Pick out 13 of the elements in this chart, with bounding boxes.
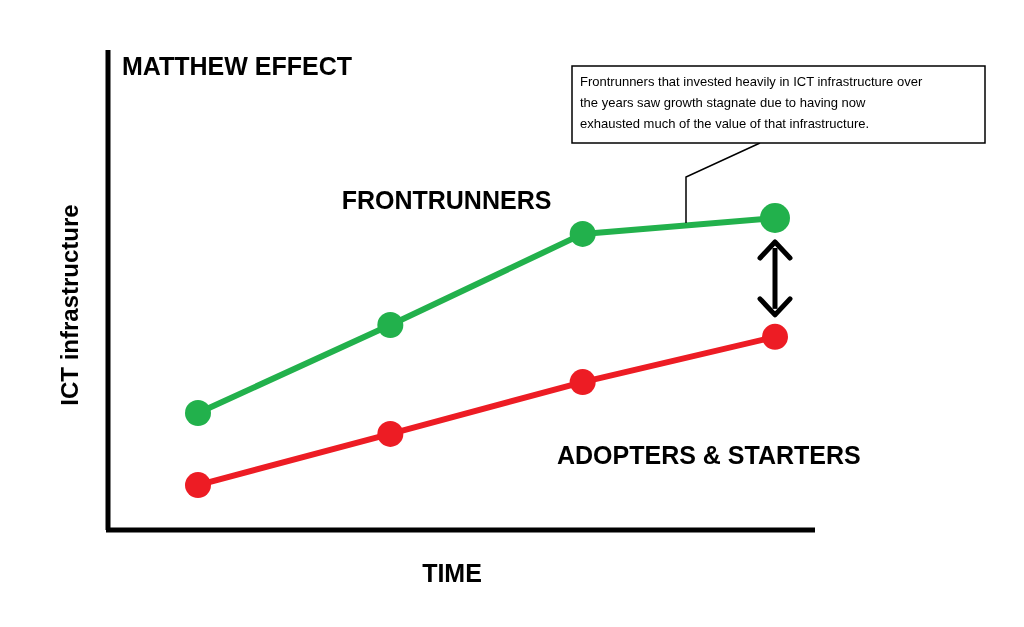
point: [569, 369, 596, 396]
point: [185, 472, 211, 499]
point: [377, 312, 404, 339]
point: [762, 323, 788, 350]
point: [185, 400, 211, 426]
chart-title: MATTHEW EFFECT: [122, 52, 353, 80]
text: ADOPTERS & STARTERS: [556, 441, 861, 470]
series-label: FRONTRUNNERS: [341, 186, 552, 215]
point: [569, 220, 596, 247]
x-axis-title: TIME: [422, 559, 482, 587]
y-axis-title: ICT infrastructure: [56, 204, 83, 406]
text: Frontrunners that invested heavily in ICT infrastructure over the years saw growth stagnate due to having now exhausted much of the value of that infrastructure.: [580, 74, 923, 131]
point: [377, 420, 404, 447]
